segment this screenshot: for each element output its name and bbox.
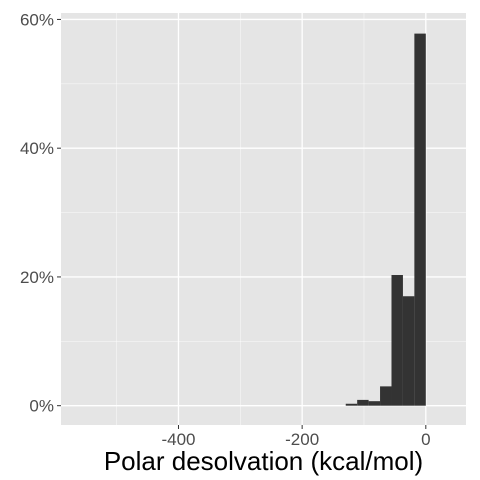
- histogram-bar: [380, 386, 392, 406]
- x-axis-title: Polar desolvation (kcal/mol): [104, 446, 423, 476]
- y-axis-ticks: 0% 20% 40% 60%: [20, 10, 61, 416]
- histogram-bar: [391, 275, 403, 406]
- x-tick-label: 0: [421, 430, 430, 449]
- histogram-bar: [368, 401, 381, 406]
- x-axis-ticks: -400 -200 0: [161, 425, 431, 449]
- y-tick-label: 0%: [29, 397, 54, 416]
- histogram-bar: [345, 403, 358, 406]
- minor-gridlines: [61, 13, 466, 425]
- histogram-bar: [414, 33, 426, 406]
- x-tick-label: -400: [161, 430, 195, 449]
- histogram-bar: [402, 296, 415, 406]
- y-tick-label: 60%: [20, 10, 54, 29]
- histogram-bar: [357, 399, 369, 406]
- y-tick-label: 40%: [20, 139, 54, 158]
- y-tick-label: 20%: [20, 268, 54, 287]
- histogram-bars: [345, 33, 426, 406]
- x-tick-label: -200: [285, 430, 319, 449]
